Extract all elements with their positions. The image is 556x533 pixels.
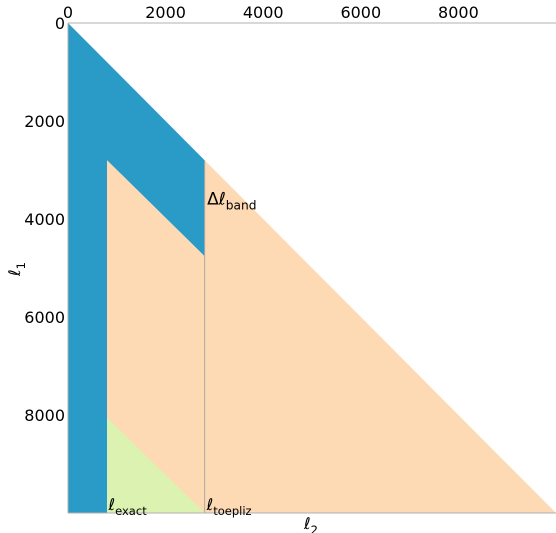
y-tick-label: 0 [55,14,65,33]
x-tick-label: 2000 [145,3,186,22]
region-band [68,23,205,513]
annotation-toepliz: ℓtoepliz [206,495,252,518]
x-tick-label: 6000 [340,3,381,22]
x-axis-label-main: ℓ [303,514,311,533]
x-axis-label: ℓ2 [303,514,318,533]
annotation-toepliz-sub: toepliz [213,504,251,518]
x-tick-label: 0 [63,3,73,22]
y-tick-label: 6000 [24,308,65,327]
y-axis-label: ℓ1 [5,262,28,277]
y-tick-label: 8000 [24,406,65,425]
annotation-toepliz-main: ℓ [206,495,214,514]
y-axis-label-main: ℓ [5,269,24,277]
y-tick-label: 4000 [24,210,65,229]
annotation-band-sub: band [226,198,257,212]
annotation-exact: ℓexact [108,495,148,518]
region-toeplitz [107,160,556,513]
annotation-band: Δℓband [207,189,256,212]
x-tick-label: 8000 [438,3,479,22]
y-axis-label-sub: 1 [14,262,28,269]
x-tick-label: 4000 [243,3,284,22]
y-tick-label: 2000 [24,112,65,131]
annotation-exact-main: ℓ [108,495,116,514]
regions-layer [68,23,556,513]
annotation-exact-sub: exact [115,504,147,518]
x-tick-labels: 0 2000 4000 6000 8000 [63,3,479,22]
y-tick-labels: 0 2000 4000 6000 8000 [24,14,65,425]
x-axis-label-sub: 2 [311,523,318,533]
annotation-band-main: Δℓ [207,189,226,209]
region-exact [107,417,205,513]
